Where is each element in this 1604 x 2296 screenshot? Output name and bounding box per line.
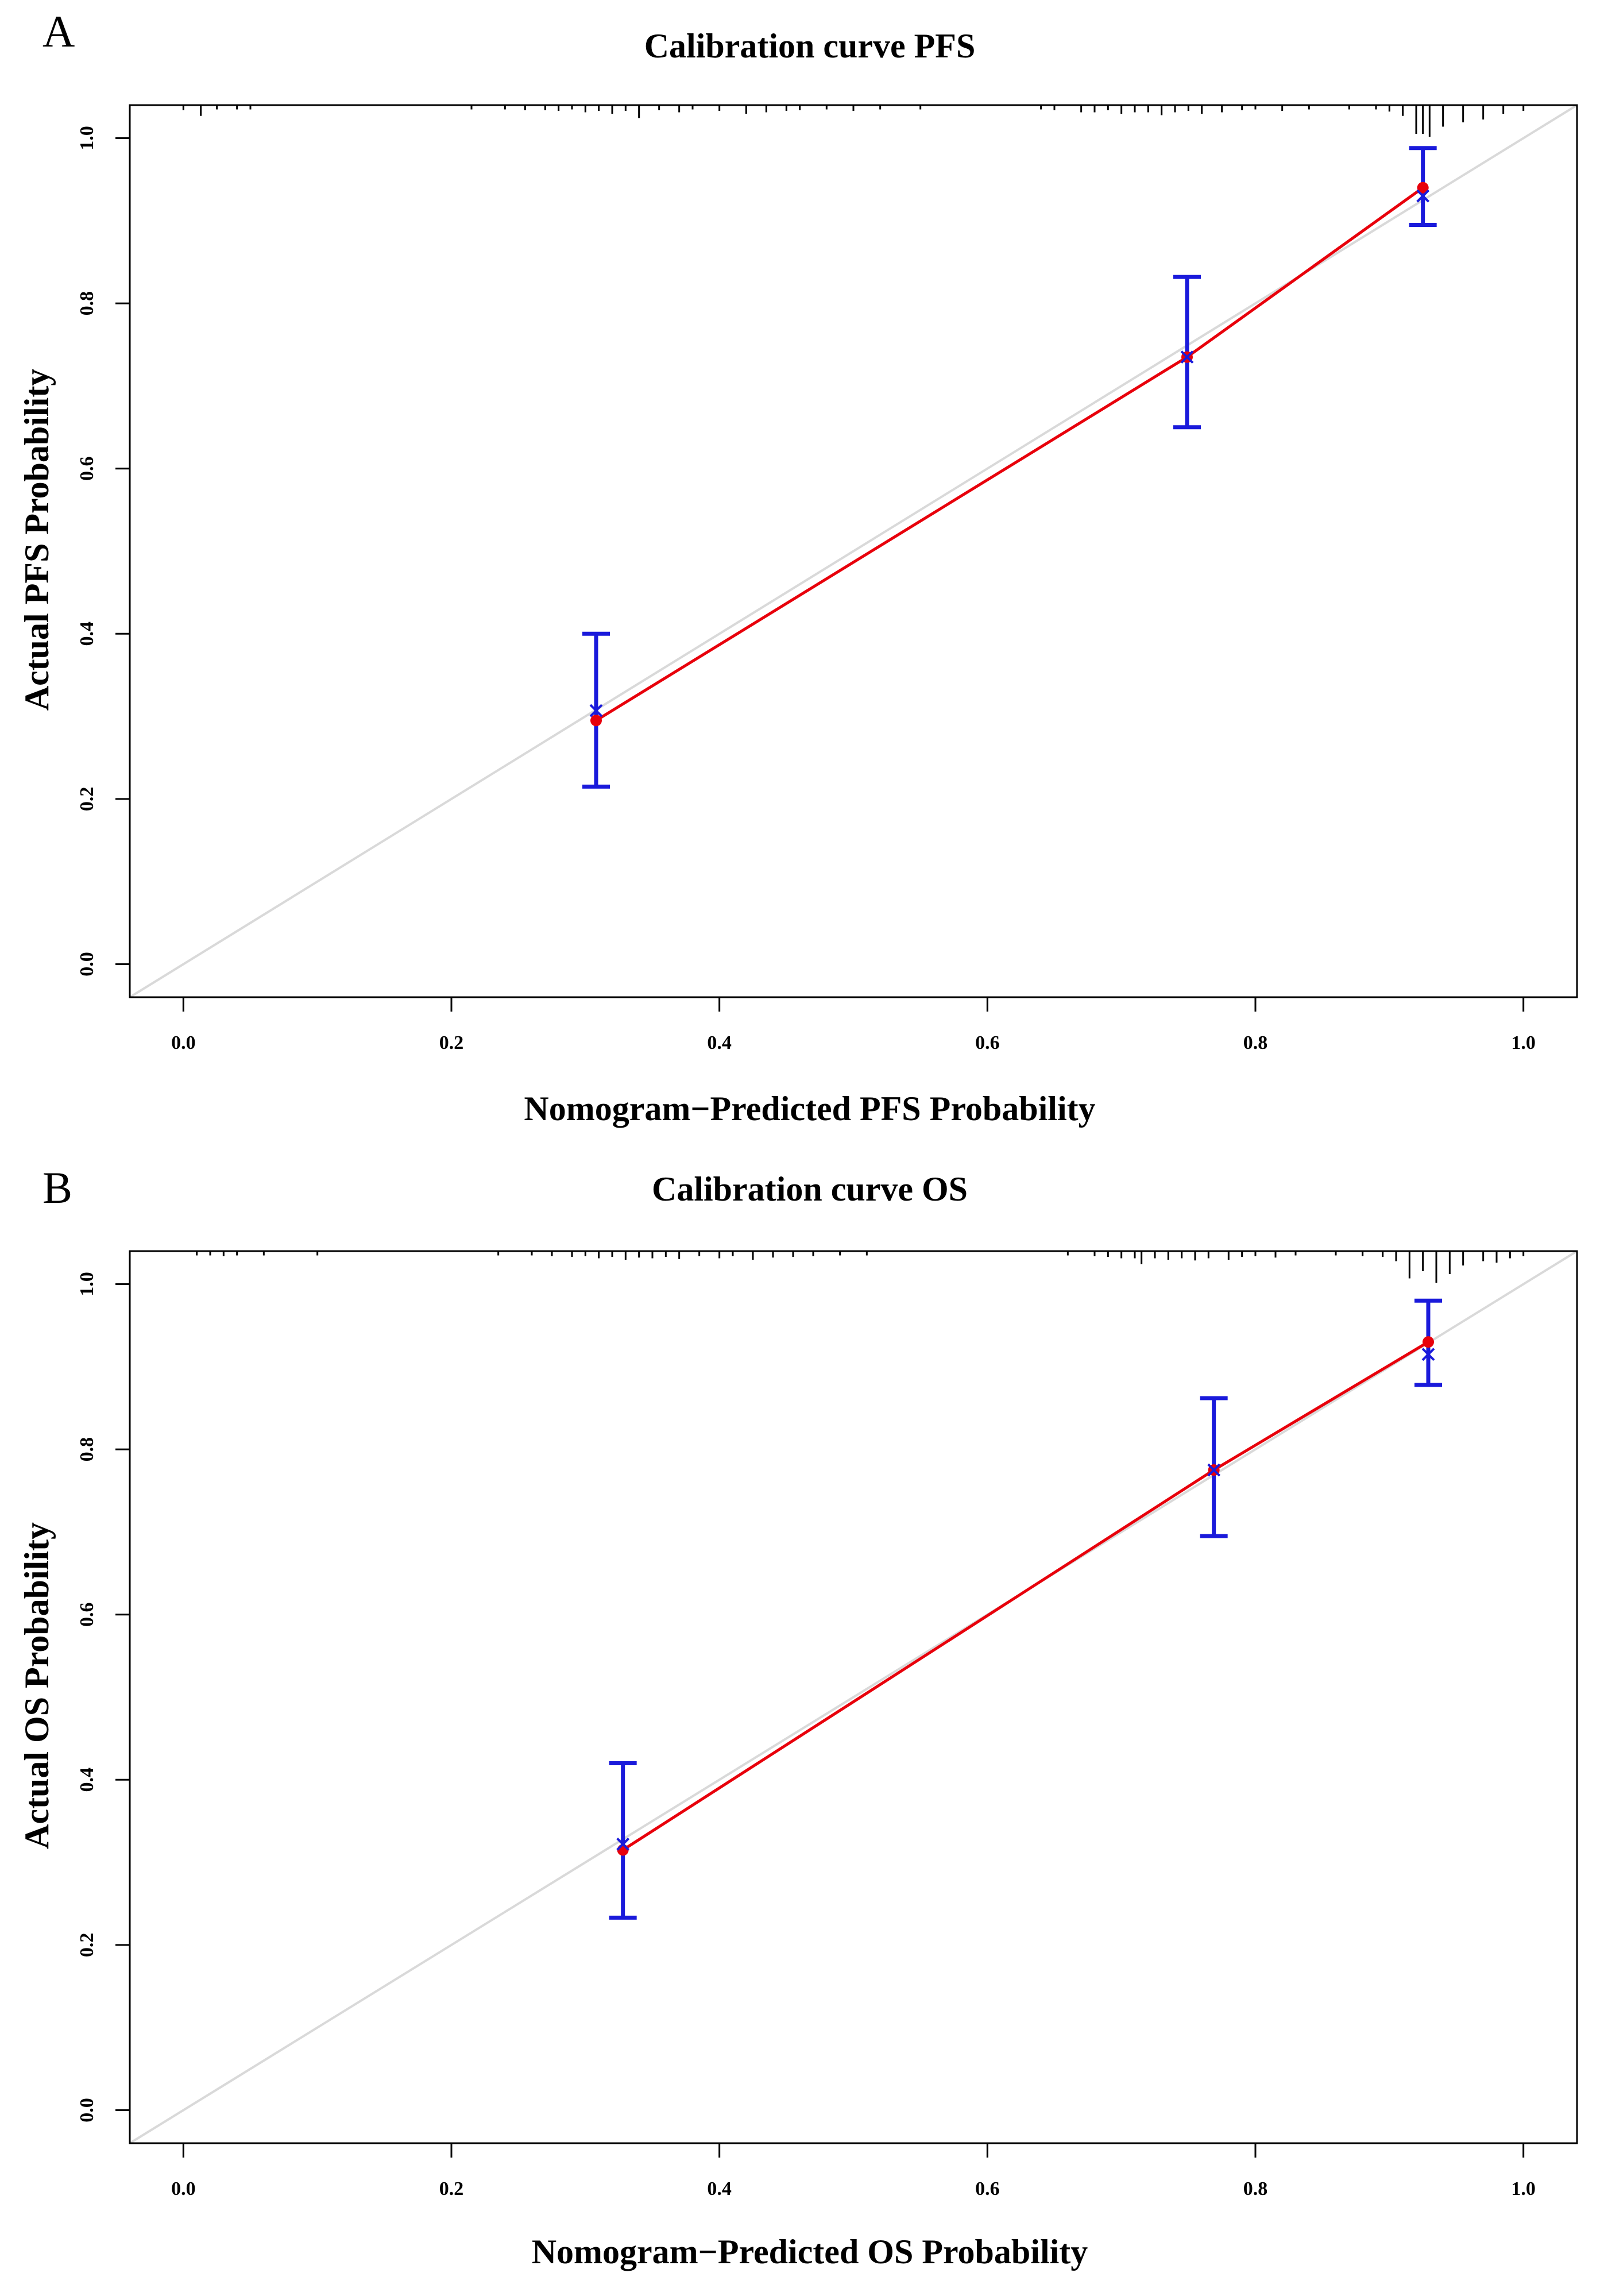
x-tick-label: 0.8	[1243, 1032, 1268, 1054]
calibration-chart: Calibration curve OS Nomogram−Predicted O…	[18, 1170, 1578, 2271]
x-tick-label: 0.2	[439, 2178, 464, 2199]
x-tick-label: 0.2	[439, 1032, 464, 1054]
y-tick-label: 1.0	[76, 1272, 98, 1296]
x-tick-label: 0.0	[171, 2178, 196, 2199]
x-tick-label: 1.0	[1511, 2178, 1536, 2199]
x-marker-stroke	[589, 704, 603, 717]
plot-frame	[129, 104, 1578, 998]
chart-title: Calibration curve PFS	[644, 27, 976, 65]
y-tick-label: 0.6	[76, 1602, 98, 1627]
x-marker-stroke	[1207, 1463, 1221, 1477]
y-tick-label: 0.8	[76, 1437, 98, 1462]
bias-corrected-point	[589, 704, 603, 717]
panel-b: B Calibration curve OS Nomogram−Predicted…	[0, 1146, 1604, 2292]
ideal-line	[130, 1251, 1577, 2143]
x-marker-stroke	[616, 1838, 630, 1851]
apparent-point	[590, 715, 602, 727]
x-marker-stroke	[1421, 1348, 1435, 1361]
y-tick-label: 0.4	[76, 622, 98, 646]
y-tick-label: 0.6	[76, 456, 98, 481]
bias-corrected-point	[1421, 1348, 1435, 1361]
x-tick-label: 1.0	[1511, 1032, 1536, 1054]
error-bar	[609, 1761, 637, 1920]
y-tick-label: 1.0	[76, 126, 98, 151]
x-marker-stroke	[1416, 189, 1430, 203]
chart-title: Calibration curve OS	[652, 1170, 968, 1208]
y-tick-label: 0.8	[76, 291, 98, 316]
bias-corrected-point	[616, 1838, 630, 1851]
y-tick-label: 0.0	[76, 952, 98, 977]
ideal-line	[130, 105, 1577, 997]
rug-ticks	[196, 1251, 1525, 1283]
calibration-chart: Calibration curve PFS Nomogram−Predicted …	[18, 27, 1578, 1128]
panel-a: A Calibration curve PFS Nomogram−Predicte…	[0, 0, 1604, 1146]
x-tick-label: 0.6	[975, 1032, 1000, 1054]
y-tick-label: 0.2	[76, 787, 98, 812]
x-tick-label: 0.6	[975, 2178, 1000, 2199]
bias-corrected-point	[1180, 350, 1194, 364]
rug-ticks	[182, 105, 1525, 137]
y-axis-label: Actual OS Probability	[18, 1522, 56, 1849]
y-tick-label: 0.4	[76, 1768, 98, 1792]
apparent-point	[617, 1844, 629, 1856]
x-tick-label: 0.4	[707, 1032, 732, 1054]
panel-letter: A	[42, 6, 75, 56]
bias-corrected-point	[1207, 1463, 1221, 1477]
x-tick-label: 0.8	[1243, 2178, 1268, 2199]
x-marker-stroke	[1180, 350, 1194, 364]
bias-corrected-point	[1416, 189, 1430, 203]
y-axis-label: Actual PFS Probability	[18, 369, 56, 711]
apparent-point	[1423, 1336, 1434, 1348]
panel-letter: B	[42, 1163, 73, 1213]
plot-frame	[129, 1250, 1578, 2144]
y-tick-label: 0.2	[76, 1933, 98, 1958]
x-tick-label: 0.4	[707, 2178, 732, 2199]
apparent-point	[1417, 182, 1429, 194]
x-tick-label: 0.0	[171, 1032, 196, 1054]
y-tick-label: 0.0	[76, 2098, 98, 2123]
x-axis-label: Nomogram−Predicted OS Probability	[532, 2233, 1088, 2271]
x-axis-label: Nomogram−Predicted PFS Probability	[524, 1090, 1095, 1128]
